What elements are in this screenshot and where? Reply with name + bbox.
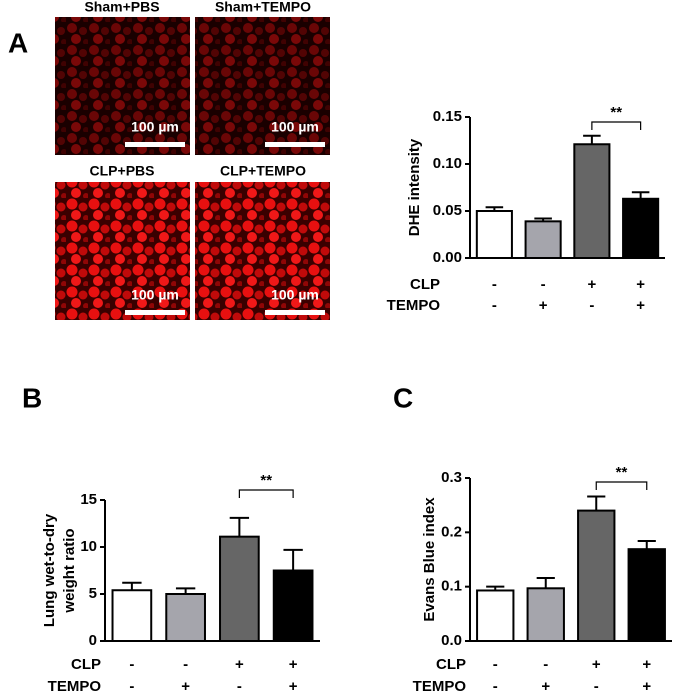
bar	[219, 535, 260, 642]
factor-level: -	[183, 656, 188, 673]
micrograph	[195, 17, 330, 155]
y-tick-label: 0.1	[441, 578, 462, 595]
factor-level: +	[642, 656, 651, 673]
factor-name: TEMPO	[48, 678, 102, 695]
y-tick-label: 0.0	[441, 632, 462, 649]
factor-level: -	[492, 297, 497, 314]
micrograph-label: Sham+PBS	[84, 0, 159, 15]
factor-level: -	[543, 656, 548, 673]
factor-level: +	[636, 276, 645, 293]
factor-name: TEMPO	[413, 678, 467, 695]
significance-bracket	[238, 489, 294, 498]
factor-name: CLP	[436, 656, 466, 673]
micrograph	[55, 17, 190, 155]
factor-level: +	[235, 656, 244, 673]
bar	[577, 509, 616, 642]
micrograph-label: CLP+PBS	[90, 163, 155, 179]
bar	[111, 589, 153, 642]
scale-bar	[125, 310, 185, 315]
significance-label: **	[610, 104, 622, 121]
y-tick-label: 0.00	[433, 249, 462, 266]
bar	[165, 593, 206, 642]
bar	[627, 548, 666, 643]
y-tick-label: 0.3	[441, 469, 462, 486]
y-tick-label: 15	[80, 491, 97, 508]
significance-label: **	[616, 464, 628, 481]
scale-bar	[125, 142, 185, 147]
bar	[524, 220, 562, 259]
bar	[622, 197, 660, 259]
y-tick-label: 0.10	[433, 155, 462, 172]
factor-level: -	[129, 656, 134, 673]
y-tick-label: 0.15	[433, 108, 462, 125]
y-axis-label: Lung wet-to-dry	[41, 513, 58, 627]
significance-bracket	[591, 121, 642, 130]
factor-level: +	[289, 678, 298, 695]
factor-level: -	[493, 656, 498, 673]
factor-level: -	[237, 678, 242, 695]
micrograph	[55, 182, 190, 320]
y-tick-label: 5	[89, 585, 97, 602]
factor-level: -	[594, 678, 599, 695]
bar	[476, 589, 515, 642]
factor-name: TEMPO	[387, 297, 441, 314]
factor-level: -	[541, 276, 546, 293]
scale-bar	[265, 142, 325, 147]
factor-level: -	[129, 678, 134, 695]
y-tick-label: 10	[80, 538, 97, 555]
y-tick-label: 0.05	[433, 202, 462, 219]
factor-level: -	[493, 678, 498, 695]
scale-bar-label: 100 µm	[131, 119, 179, 135]
scale-bar	[265, 310, 325, 315]
panel-label: C	[393, 382, 413, 413]
bar	[475, 210, 513, 259]
y-axis-label: Evans Blue index	[421, 497, 438, 622]
y-axis-label: DHE intensity	[406, 138, 423, 236]
significance-label: **	[260, 472, 272, 489]
y-tick-label: 0.2	[441, 523, 462, 540]
factor-level: -	[492, 276, 497, 293]
factor-level: +	[539, 297, 548, 314]
y-axis-label: weight ratio	[61, 528, 78, 613]
micrograph	[195, 182, 330, 320]
scale-bar-label: 100 µm	[271, 119, 319, 135]
factor-level: -	[589, 297, 594, 314]
micrographs: Sham+PBS Sham+TEMPO CLP+PBS CLP+TEMPO 10…	[55, 0, 330, 320]
factor-level: +	[289, 656, 298, 673]
bar	[526, 587, 565, 643]
panel-label: A	[8, 27, 28, 58]
factor-level: +	[181, 678, 190, 695]
bar	[272, 569, 314, 642]
factor-name: CLP	[410, 276, 440, 293]
factor-level: +	[587, 276, 596, 293]
significance-bracket	[595, 481, 648, 490]
factor-level: +	[541, 678, 550, 695]
micrograph-label: CLP+TEMPO	[220, 163, 306, 179]
panel-label: B	[22, 382, 42, 413]
scale-bar-label: 100 µm	[131, 287, 179, 303]
y-tick-label: 0	[89, 632, 97, 649]
micrograph-label: Sham+TEMPO	[215, 0, 311, 15]
factor-level: +	[642, 678, 651, 695]
factor-level: +	[636, 297, 645, 314]
bar	[573, 143, 611, 259]
factor-level: +	[592, 656, 601, 673]
scale-bar-label: 100 µm	[271, 287, 319, 303]
factor-name: CLP	[71, 656, 101, 673]
